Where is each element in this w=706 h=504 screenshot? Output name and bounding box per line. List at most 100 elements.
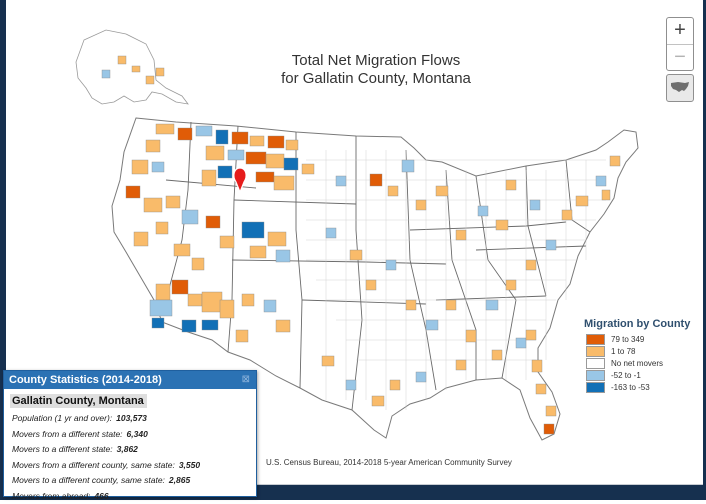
county-cell[interactable]	[402, 160, 414, 172]
county-cell[interactable]	[118, 56, 126, 64]
county-cell[interactable]	[126, 186, 140, 198]
county-cell[interactable]	[256, 172, 274, 182]
zoom-in-button[interactable]: +	[667, 18, 693, 44]
county-cell[interactable]	[216, 130, 228, 144]
county-cell[interactable]	[274, 176, 294, 190]
county-cell[interactable]	[506, 280, 516, 290]
county-cell[interactable]	[156, 222, 168, 234]
county-cell[interactable]	[132, 66, 140, 72]
home-extent-button[interactable]	[666, 74, 694, 102]
county-cell[interactable]	[266, 154, 284, 168]
county-cell[interactable]	[250, 136, 264, 146]
county-cell[interactable]	[526, 260, 536, 270]
county-cell[interactable]	[596, 176, 606, 186]
county-cell[interactable]	[326, 228, 336, 238]
county-cell[interactable]	[416, 200, 426, 210]
county-cell[interactable]	[426, 320, 438, 330]
county-cell[interactable]	[350, 250, 362, 260]
county-cell[interactable]	[132, 160, 148, 174]
county-cell[interactable]	[532, 360, 542, 372]
county-cell[interactable]	[486, 300, 498, 310]
county-cell[interactable]	[202, 320, 218, 330]
county-cell[interactable]	[196, 126, 212, 136]
county-cell[interactable]	[152, 318, 164, 328]
county-cell[interactable]	[206, 146, 224, 160]
county-cell[interactable]	[390, 380, 400, 390]
county-cell[interactable]	[264, 300, 276, 312]
county-cell[interactable]	[516, 338, 526, 348]
county-cell[interactable]	[506, 180, 516, 190]
county-cell[interactable]	[144, 198, 162, 212]
county-cell[interactable]	[562, 210, 572, 220]
county-cell[interactable]	[172, 280, 188, 294]
county-cell[interactable]	[346, 380, 356, 390]
county-cell[interactable]	[232, 132, 248, 144]
county-cell[interactable]	[284, 158, 298, 170]
county-cell[interactable]	[576, 196, 588, 206]
county-cell[interactable]	[456, 230, 466, 240]
county-cell[interactable]	[546, 406, 556, 416]
county-cell[interactable]	[370, 174, 382, 186]
county-cell[interactable]	[276, 250, 290, 262]
county-cell[interactable]	[602, 190, 610, 200]
county-cell[interactable]	[166, 196, 180, 208]
county-cell[interactable]	[218, 166, 232, 178]
county-cell[interactable]	[156, 124, 174, 134]
county-cell[interactable]	[220, 236, 234, 248]
county-cell[interactable]	[146, 76, 154, 84]
county-cell[interactable]	[478, 206, 488, 216]
county-cell[interactable]	[182, 320, 196, 332]
county-cell[interactable]	[156, 68, 164, 76]
county-cell[interactable]	[302, 164, 314, 174]
county-cell[interactable]	[150, 300, 172, 316]
county-cell[interactable]	[246, 152, 266, 164]
county-cell[interactable]	[202, 292, 222, 312]
county-cell[interactable]	[188, 294, 202, 306]
county-cell[interactable]	[610, 156, 620, 166]
county-cell[interactable]	[388, 186, 398, 196]
county-cell[interactable]	[546, 240, 556, 250]
county-cell[interactable]	[366, 280, 376, 290]
county-cell[interactable]	[372, 396, 384, 406]
county-cell[interactable]	[174, 244, 190, 256]
panel-header[interactable]: County Statistics (2014-2018) ⊠	[4, 371, 256, 389]
county-cell[interactable]	[102, 70, 110, 78]
county-cell[interactable]	[202, 170, 216, 186]
county-cell[interactable]	[526, 330, 536, 340]
county-cell[interactable]	[250, 246, 266, 258]
county-cell[interactable]	[406, 300, 416, 310]
zoom-out-button[interactable]: −	[667, 44, 693, 70]
county-cell[interactable]	[156, 284, 170, 300]
county-cell[interactable]	[178, 128, 192, 140]
county-cell[interactable]	[536, 384, 546, 394]
county-cell[interactable]	[268, 232, 286, 246]
county-cell[interactable]	[436, 186, 448, 196]
county-cell[interactable]	[386, 260, 396, 270]
county-cell[interactable]	[268, 136, 284, 148]
county-cell[interactable]	[466, 330, 476, 342]
county-statistics-panel[interactable]: County Statistics (2014-2018) ⊠ Gallatin…	[3, 370, 257, 497]
county-cell[interactable]	[336, 176, 346, 186]
county-cell[interactable]	[228, 150, 244, 160]
county-cell[interactable]	[242, 294, 254, 306]
county-cell[interactable]	[134, 232, 148, 246]
county-cell[interactable]	[322, 356, 334, 366]
county-cell[interactable]	[416, 372, 426, 382]
county-cell[interactable]	[286, 140, 298, 150]
county-cell[interactable]	[446, 300, 456, 310]
county-cell[interactable]	[146, 140, 160, 152]
county-cell[interactable]	[456, 360, 466, 370]
county-cell[interactable]	[276, 320, 290, 332]
county-cell[interactable]	[192, 258, 204, 270]
county-cell[interactable]	[206, 216, 220, 228]
county-cell[interactable]	[182, 210, 198, 224]
county-cell[interactable]	[496, 220, 508, 230]
county-cell[interactable]	[242, 222, 264, 238]
county-cell[interactable]	[236, 330, 248, 342]
county-cell[interactable]	[492, 350, 502, 360]
county-cell[interactable]	[220, 300, 234, 318]
county-cell[interactable]	[544, 424, 554, 434]
county-cell[interactable]	[152, 162, 164, 172]
county-cell[interactable]	[530, 200, 540, 210]
close-icon[interactable]: ⊠	[242, 371, 250, 389]
